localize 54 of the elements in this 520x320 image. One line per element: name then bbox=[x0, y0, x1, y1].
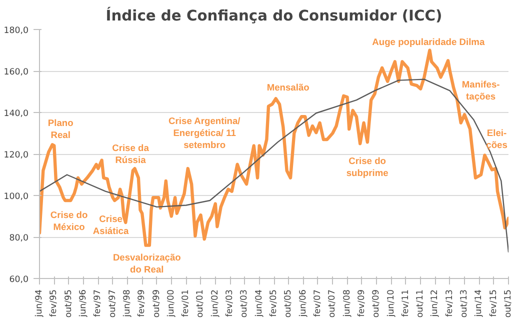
annotation: Auge popularidade Dilma bbox=[372, 37, 486, 48]
annotation: Desvalorização do Real bbox=[112, 252, 182, 275]
x-tick-label: jun/04 bbox=[254, 289, 264, 318]
x-tick-label: jun/00 bbox=[166, 289, 176, 318]
x-tick-label: out/15 bbox=[504, 290, 514, 318]
x-tick-label: out/11 bbox=[416, 290, 426, 318]
x-tick-label: out/03 bbox=[240, 290, 250, 318]
x-tick-label: out/09 bbox=[372, 290, 382, 318]
x-tick-label: out/95 bbox=[64, 290, 74, 318]
x-tick-label: fev/97 bbox=[93, 289, 104, 317]
x-tick-label: out/13 bbox=[460, 290, 470, 318]
y-tick-label: 120,0 bbox=[4, 150, 28, 160]
y-tick-label: 180,0 bbox=[4, 26, 28, 36]
x-tick-label: fev/15 bbox=[488, 289, 499, 317]
x-tick-label: out/07 bbox=[328, 290, 338, 318]
x-tick-label: jun/06 bbox=[298, 289, 308, 318]
x-tick-label: jun/96 bbox=[78, 289, 88, 318]
x-tick-label: out/05 bbox=[284, 290, 294, 318]
x-tick-label: fev/03 bbox=[225, 289, 236, 317]
chart-title: Índice de Confiança do Consumidor (ICC) bbox=[106, 6, 442, 24]
x-tick-label: out/97 bbox=[108, 290, 118, 318]
x-tick-label: fev/11 bbox=[400, 289, 411, 317]
x-tick-label: jun/14 bbox=[474, 289, 484, 318]
x-tick-label: fev/05 bbox=[269, 289, 279, 317]
x-tick-label: out/99 bbox=[152, 290, 162, 318]
y-tick-label: 140,0 bbox=[4, 109, 28, 119]
annotation: Crise da Rússia bbox=[112, 143, 150, 165]
y-tick-label: 80,0 bbox=[9, 234, 29, 244]
x-tick-label: jun/02 bbox=[210, 289, 220, 318]
annotation: Manifes- tações bbox=[462, 80, 500, 102]
x-tick-label: out/01 bbox=[196, 290, 206, 318]
y-tick-label: 60,0 bbox=[9, 275, 29, 285]
annotation: Crise do subprime bbox=[346, 156, 388, 178]
x-tick-label: jun/10 bbox=[386, 289, 396, 318]
annotation: Elei- ções bbox=[486, 128, 508, 150]
annotation: Crise do México bbox=[50, 210, 88, 232]
annotation: Crise Asiática bbox=[92, 214, 130, 236]
x-tick-label: fev/13 bbox=[444, 289, 455, 317]
line-series bbox=[40, 48, 508, 247]
x-tick-label: fev/99 bbox=[137, 289, 148, 317]
annotation: Plano Real bbox=[48, 118, 74, 140]
annotation: Crise Argentina/ Energética/ 11 setembro bbox=[168, 116, 241, 150]
x-tick-label: fev/09 bbox=[356, 289, 367, 317]
y-tick-label: 160,0 bbox=[4, 68, 28, 78]
x-tick-label: fev/01 bbox=[181, 289, 192, 317]
x-tick-label: fev/95 bbox=[49, 289, 60, 317]
x-tick-label: jun/08 bbox=[342, 289, 352, 318]
x-tick-label: jun/94 bbox=[34, 289, 44, 318]
x-tick-label: jun/98 bbox=[122, 289, 132, 318]
annotation: Mensalão bbox=[266, 82, 310, 93]
y-tick-label: 100,0 bbox=[4, 192, 28, 202]
line-series bbox=[40, 78, 508, 253]
x-tick-label: fev/07 bbox=[312, 289, 323, 317]
x-tick-label: jun/12 bbox=[430, 289, 440, 318]
